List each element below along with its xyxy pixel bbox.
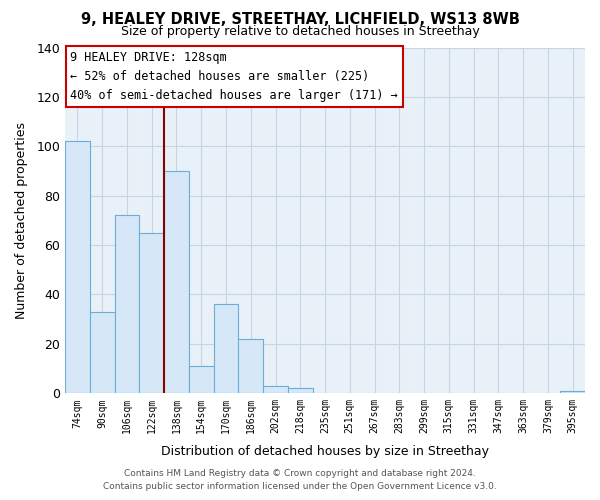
Bar (214, 304, 238, 394)
Bar (560, 391, 585, 394)
Text: Size of property relative to detached houses in Streethay: Size of property relative to detached ho… (121, 25, 479, 38)
Bar (65, 142, 90, 394)
Bar (288, 388, 313, 394)
X-axis label: Distribution of detached houses by size in Streethay: Distribution of detached houses by size … (161, 444, 489, 458)
Bar (115, 216, 139, 394)
Text: 9 HEALEY DRIVE: 128sqm
← 52% of detached houses are smaller (225)
40% of semi-de: 9 HEALEY DRIVE: 128sqm ← 52% of detached… (70, 51, 398, 102)
Bar (263, 386, 288, 394)
Bar (189, 366, 214, 394)
Bar (238, 339, 263, 394)
Y-axis label: Number of detached properties: Number of detached properties (15, 122, 28, 319)
Bar (139, 232, 164, 394)
Bar (164, 171, 189, 394)
Text: 9, HEALEY DRIVE, STREETHAY, LICHFIELD, WS13 8WB: 9, HEALEY DRIVE, STREETHAY, LICHFIELD, W… (80, 12, 520, 28)
Bar (90, 312, 115, 394)
Text: Contains HM Land Registry data © Crown copyright and database right 2024.
Contai: Contains HM Land Registry data © Crown c… (103, 470, 497, 491)
